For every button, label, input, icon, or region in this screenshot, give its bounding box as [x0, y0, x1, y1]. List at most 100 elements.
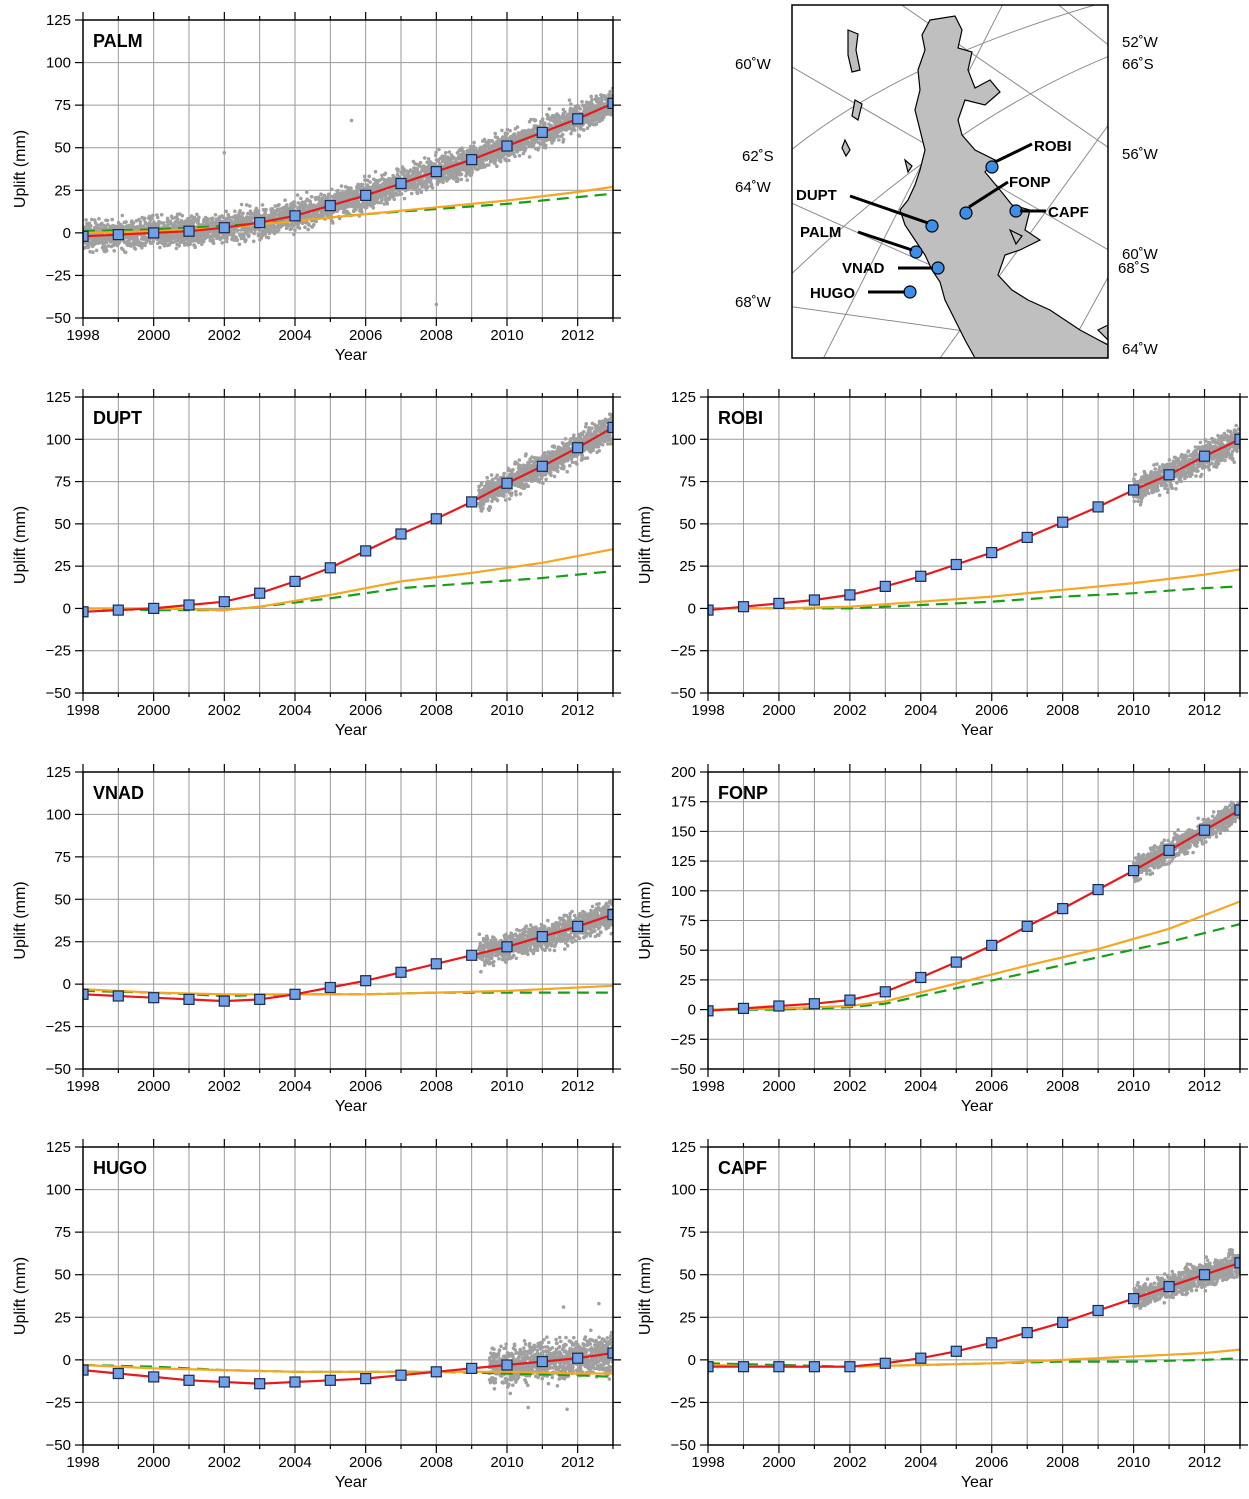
- observation-point: [556, 465, 560, 470]
- chart-panel-dupt: 1998 2000 2002 2004 2006 2008 2010 2012−50−2502…: [12, 389, 621, 739]
- observation-point: [582, 128, 586, 132]
- observation-point: [577, 134, 582, 138]
- observation-point: [379, 198, 384, 203]
- chart-title: PALM: [93, 31, 143, 51]
- observation-point: [319, 192, 323, 196]
- observation-point: [517, 458, 522, 462]
- observation-point: [572, 433, 576, 438]
- observation-point: [367, 174, 372, 178]
- observation-point: [406, 187, 410, 192]
- observation-point: [143, 243, 147, 247]
- observation-point: [211, 241, 216, 245]
- observation-point: [415, 184, 420, 189]
- observation-point: [211, 238, 215, 242]
- observation-point: [269, 227, 273, 231]
- observation-point: [299, 196, 303, 201]
- observation-point: [305, 190, 309, 195]
- observation-point: [433, 153, 438, 158]
- observation-point: [494, 476, 498, 480]
- observation-point: [242, 234, 246, 238]
- observation-point: [514, 489, 518, 494]
- observation-point: [237, 242, 242, 247]
- x-axis-label: Year: [335, 347, 368, 364]
- observation-point: [244, 203, 249, 207]
- observation-point: [563, 110, 567, 114]
- observation-point: [533, 118, 538, 123]
- observation-point: [295, 193, 300, 197]
- observation-point: [226, 212, 230, 217]
- plot-frame: [82, 19, 614, 319]
- observation-point: [235, 238, 239, 242]
- observation-point: [177, 244, 182, 248]
- observation-point: [252, 231, 256, 236]
- y-tick-label: −25: [46, 267, 71, 284]
- observation-point: [455, 179, 460, 183]
- observation-point: [578, 107, 582, 111]
- plot-area: [83, 412, 613, 618]
- observation-point: [399, 192, 404, 196]
- observation-point: [537, 480, 542, 484]
- observation-point: [263, 212, 268, 216]
- observation-point: [583, 425, 588, 429]
- observation-point: [331, 210, 336, 214]
- observation-point: [382, 202, 387, 206]
- observation-point: [373, 169, 378, 174]
- observation-point: [561, 137, 566, 142]
- observation-point: [481, 502, 486, 506]
- observation-point: [220, 241, 224, 245]
- observation-point: [244, 238, 248, 242]
- observation-point: [530, 455, 534, 459]
- ticks: [75, 12, 621, 326]
- observation-point: [481, 162, 486, 166]
- observation-outlier: [222, 151, 227, 155]
- observation-point: [538, 142, 543, 147]
- observation-point: [585, 126, 590, 130]
- observation-point: [112, 249, 116, 253]
- observation-point: [368, 180, 372, 184]
- observation-point: [129, 241, 134, 246]
- x-tick-label: 2006: [349, 327, 382, 344]
- observation-point: [363, 178, 367, 182]
- observation-point: [94, 248, 99, 253]
- observation-point: [349, 186, 353, 190]
- observation-point: [603, 439, 607, 444]
- observation-point: [536, 146, 541, 150]
- observation-point: [143, 216, 147, 221]
- grid: [83, 20, 613, 318]
- observation-point: [224, 239, 229, 244]
- observation-point: [596, 444, 601, 449]
- observation-point: [303, 200, 307, 204]
- observation-point: [320, 196, 325, 200]
- chart-panel-palm: 1998 2000 2002 2004 2006 2008 2010 2012−50−2502…: [12, 12, 621, 364]
- observation-point: [495, 498, 500, 503]
- observation-point: [415, 167, 420, 171]
- observation-point: [430, 186, 435, 190]
- observation-point: [415, 191, 420, 196]
- observation-point: [155, 215, 160, 220]
- observation-point: [459, 172, 464, 177]
- observation-point: [235, 228, 240, 233]
- observation-point: [309, 194, 314, 199]
- observation-point: [563, 437, 568, 441]
- observation-point: [459, 177, 464, 182]
- observation-point: [380, 173, 384, 178]
- observation-point: [487, 508, 492, 513]
- observation-point: [293, 204, 297, 208]
- observation-point: [426, 157, 431, 161]
- x-tick-label: 2004: [278, 327, 311, 344]
- observation-point: [493, 131, 498, 136]
- observation-point: [110, 217, 114, 222]
- observation-point: [602, 115, 606, 119]
- observation-point: [91, 250, 95, 254]
- observation-point: [493, 161, 497, 166]
- observation-point: [303, 225, 307, 229]
- observation-point: [402, 167, 406, 171]
- observation-point: [322, 193, 327, 198]
- observation-point: [495, 473, 500, 478]
- observation-point: [584, 422, 588, 426]
- observation-point: [488, 505, 493, 510]
- observation-point: [326, 210, 331, 215]
- observation-point: [232, 238, 236, 242]
- observation-point: [472, 140, 476, 145]
